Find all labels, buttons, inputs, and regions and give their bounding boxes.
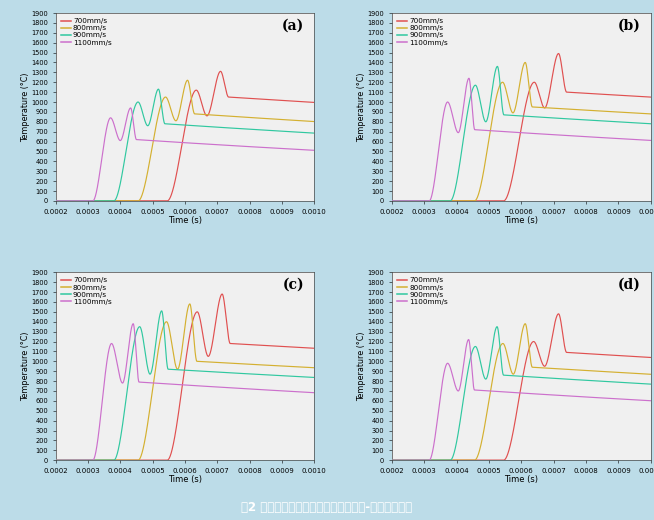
Y-axis label: Temperature (°C): Temperature (°C) bbox=[357, 72, 366, 141]
Legend: 700mm/s, 800mm/s, 900mm/s, 1100mm/s: 700mm/s, 800mm/s, 900mm/s, 1100mm/s bbox=[60, 17, 113, 47]
Y-axis label: Temperature (°C): Temperature (°C) bbox=[21, 332, 29, 401]
Text: (b): (b) bbox=[617, 19, 640, 33]
Text: (a): (a) bbox=[282, 19, 304, 33]
X-axis label: Time (s): Time (s) bbox=[504, 216, 538, 225]
Y-axis label: Temperature (°C): Temperature (°C) bbox=[21, 72, 29, 141]
X-axis label: Time (s): Time (s) bbox=[168, 475, 202, 484]
Text: (d): (d) bbox=[617, 278, 640, 292]
Text: 图2 不同工艺下金屚石颗粒的最高温度-时间变化曲线: 图2 不同工艺下金屚石颗粒的最高温度-时间变化曲线 bbox=[241, 501, 413, 514]
Legend: 700mm/s, 800mm/s, 900mm/s, 1100mm/s: 700mm/s, 800mm/s, 900mm/s, 1100mm/s bbox=[396, 276, 449, 306]
Legend: 700mm/s, 800mm/s, 900mm/s, 1100mm/s: 700mm/s, 800mm/s, 900mm/s, 1100mm/s bbox=[60, 276, 113, 306]
X-axis label: Time (s): Time (s) bbox=[504, 475, 538, 484]
Y-axis label: Temperature (°C): Temperature (°C) bbox=[357, 332, 366, 401]
Legend: 700mm/s, 800mm/s, 900mm/s, 1100mm/s: 700mm/s, 800mm/s, 900mm/s, 1100mm/s bbox=[396, 17, 449, 47]
X-axis label: Time (s): Time (s) bbox=[168, 216, 202, 225]
Text: (c): (c) bbox=[283, 278, 304, 292]
